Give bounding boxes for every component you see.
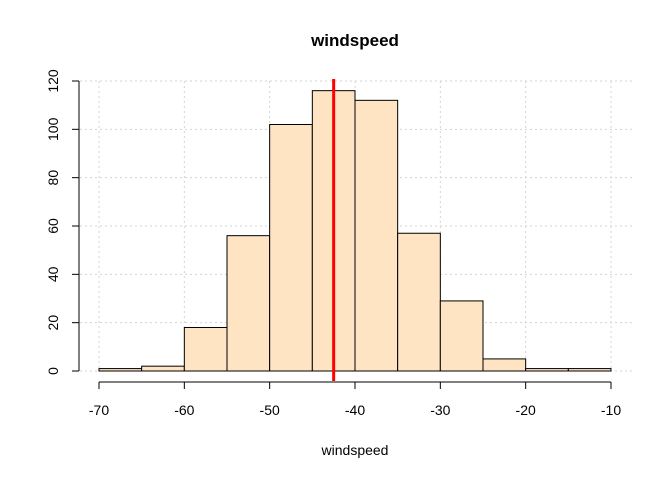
histogram-bar	[141, 365, 185, 372]
x-tick-label: -10	[601, 402, 621, 418]
x-axis: -70 -60 -50 -40 -30 -20 -10	[89, 381, 621, 418]
histogram-bar	[482, 358, 527, 372]
histogram-bar	[98, 368, 143, 372]
histogram-bar	[567, 368, 612, 372]
x-tick-label: -50	[260, 402, 280, 418]
histogram-bar	[354, 99, 399, 372]
x-tick-label: -30	[430, 402, 450, 418]
y-tick-label: 40	[45, 266, 61, 282]
y-axis: 0 20 40 60 80 100 120	[45, 69, 80, 375]
y-tick-label: 100	[45, 117, 61, 141]
histogram-bar	[269, 124, 313, 372]
histogram-bar	[439, 300, 484, 372]
y-tick-label: 80	[45, 170, 61, 186]
histogram-bar	[525, 368, 569, 372]
bars	[98, 90, 612, 372]
y-tick-label: 0	[45, 367, 61, 375]
x-tick-label: -60	[174, 402, 194, 418]
histogram-bar	[183, 327, 228, 372]
x-axis-label: windspeed	[321, 442, 389, 458]
y-tick-label: 20	[45, 315, 61, 331]
chart-title: windspeed	[310, 31, 399, 50]
x-tick-label: -20	[516, 402, 536, 418]
histogram-bar	[397, 232, 441, 372]
y-tick-label: 120	[45, 69, 61, 93]
histogram-bar	[226, 235, 271, 372]
x-tick-label: -40	[345, 402, 365, 418]
y-tick-label: 60	[45, 218, 61, 234]
x-tick-label: -70	[89, 402, 109, 418]
